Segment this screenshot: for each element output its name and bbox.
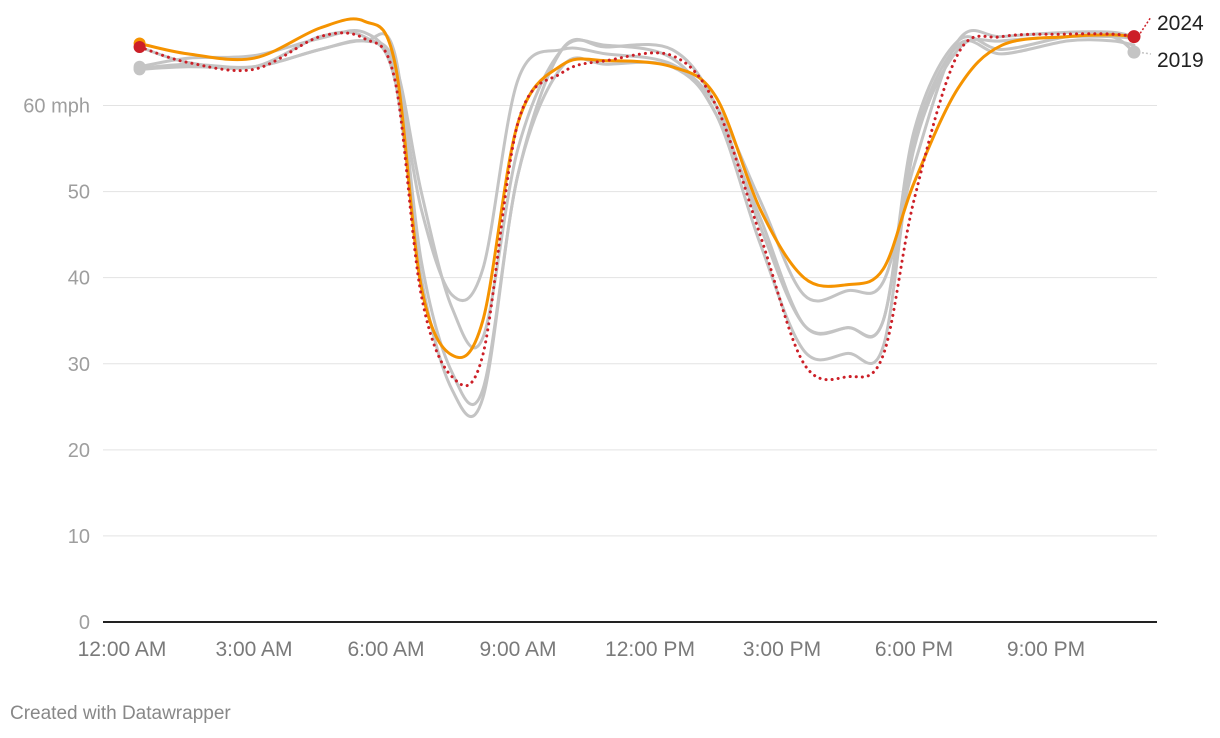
y-tick-label: 50 — [68, 182, 90, 204]
x-tick-label: 12:00 AM — [78, 638, 167, 661]
series-end-dot — [1127, 45, 1141, 59]
y-tick-label: 40 — [68, 268, 90, 290]
series-end-dot — [1127, 30, 1141, 44]
x-tick-label: 6:00 PM — [875, 638, 953, 661]
y-tick-label: 0 — [79, 612, 90, 634]
y-tick-label: 60 mph — [23, 96, 90, 118]
series-start-dot — [133, 63, 146, 76]
series-end-label: 2024 — [1157, 12, 1204, 35]
y-tick-label: 30 — [68, 354, 90, 376]
x-tick-label: 9:00 PM — [1007, 638, 1085, 661]
series-line-gray — [138, 28, 1136, 303]
x-tick-label: 6:00 AM — [347, 638, 424, 661]
series-line-gray — [138, 30, 1136, 418]
x-tick-label: 3:00 AM — [215, 638, 292, 661]
y-axis-ticks: 0 10 20 30 40 50 60 mph — [23, 96, 90, 635]
series-line-gray — [138, 32, 1136, 407]
x-axis-ticks: 12:00 AM 3:00 AM 6:00 AM 9:00 AM 12:00 PM 3:0… — [78, 638, 1085, 661]
gridlines — [103, 105, 1157, 537]
x-tick-label: 9:00 AM — [479, 638, 556, 661]
credit-text: Created with Datawrapper — [10, 703, 231, 724]
series-start-dot — [133, 40, 146, 53]
end-label-connector — [1137, 16, 1152, 38]
series-end-labels: 2019 2024 — [1137, 12, 1204, 72]
series-line-orange — [138, 17, 1136, 360]
series-end-label: 2019 — [1157, 49, 1204, 72]
x-tick-label: 3:00 PM — [743, 638, 821, 661]
x-tick-label: 12:00 PM — [605, 638, 695, 661]
y-tick-label: 20 — [68, 440, 90, 462]
series-line-red-dotted — [138, 31, 1136, 388]
line-chart: 0 10 20 30 40 50 60 mph 12:00 AM 3:00 AM 6:00 AM… — [23, 12, 1204, 661]
y-tick-label: 10 — [68, 526, 90, 548]
series-lines — [133, 17, 1141, 418]
